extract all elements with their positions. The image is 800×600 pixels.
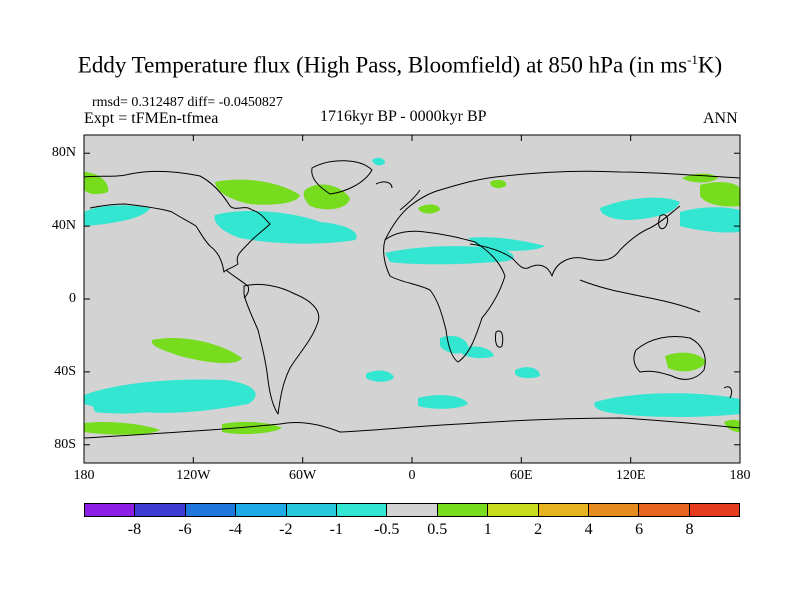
coastline-north-america bbox=[84, 171, 271, 273]
anomaly-region bbox=[385, 246, 514, 265]
anomaly-region bbox=[680, 207, 740, 233]
colorbar-cell bbox=[588, 504, 640, 516]
experiment-label: Expt = tFMEn-tfmea bbox=[84, 110, 219, 127]
coastline-south-asia bbox=[469, 205, 681, 277]
anomaly-fields bbox=[84, 157, 740, 439]
coastlines bbox=[84, 160, 740, 439]
coastline-japan bbox=[658, 214, 669, 230]
colorbar-label: 4 bbox=[584, 521, 593, 538]
anomaly-region bbox=[84, 205, 150, 226]
colorbar-label: -4 bbox=[228, 521, 243, 538]
stats-line: rmsd= 0.312487 diff= -0.0450827 bbox=[92, 95, 283, 110]
colorbar-cell bbox=[538, 504, 589, 516]
colorbar-label: -1 bbox=[329, 521, 343, 538]
colorbar-cell bbox=[236, 504, 287, 516]
colorbar-label: 8 bbox=[685, 521, 694, 538]
colorbar-label: 2 bbox=[534, 521, 543, 538]
y-tick-label: 0 bbox=[69, 291, 76, 306]
colorbar-cell bbox=[336, 504, 388, 516]
x-tick-label: 60W bbox=[289, 468, 317, 483]
anomaly-region bbox=[700, 182, 740, 207]
x-tick-label: 120E bbox=[615, 468, 646, 483]
anomaly-region bbox=[515, 367, 540, 379]
colorbar bbox=[84, 503, 740, 517]
anomaly-region bbox=[84, 421, 160, 435]
x-tick-label: 180 bbox=[73, 468, 95, 483]
colorbar-cell bbox=[85, 504, 136, 516]
y-tick-label: 40S bbox=[54, 363, 76, 379]
anomaly-region bbox=[594, 393, 740, 417]
period-label: 1716kyr BP - 0000kyr BP bbox=[320, 108, 487, 125]
coastline-iceland bbox=[375, 181, 393, 189]
anomaly-region bbox=[366, 370, 394, 382]
coastline-central-america bbox=[225, 269, 249, 299]
colorbar-cell bbox=[135, 504, 186, 516]
colorbar-label: 0.5 bbox=[427, 521, 448, 538]
axis-ticks bbox=[83, 135, 741, 463]
season-label: ANN bbox=[703, 110, 738, 127]
anomaly-region bbox=[215, 179, 300, 205]
coastline-australia bbox=[633, 336, 706, 380]
anomaly-region bbox=[600, 197, 680, 220]
colorbar-label: -6 bbox=[178, 521, 192, 538]
colorbar-label: -2 bbox=[279, 521, 293, 538]
colorbar-label: 1 bbox=[483, 521, 492, 538]
x-tick-label: 180 bbox=[729, 468, 751, 483]
anomaly-region bbox=[462, 346, 494, 359]
coastline-eurasia-north bbox=[384, 170, 740, 241]
anomaly-region bbox=[490, 179, 507, 189]
positive-anomaly-regions bbox=[84, 172, 740, 435]
anomaly-region bbox=[440, 335, 469, 354]
colorbar-label: -0.5 bbox=[374, 521, 400, 538]
x-tick-label: 0 bbox=[408, 468, 416, 483]
coastline-greenland bbox=[311, 160, 373, 195]
anomaly-region bbox=[372, 157, 385, 166]
colorbar-label: -8 bbox=[127, 521, 142, 538]
anomaly-region bbox=[90, 397, 168, 414]
y-tick-label: 80N bbox=[51, 145, 76, 161]
anomaly-region bbox=[724, 419, 740, 432]
y-tick-label: 40N bbox=[51, 218, 76, 234]
coastline-africa bbox=[383, 230, 506, 363]
anomaly-region bbox=[84, 172, 109, 195]
coastline-new-zealand bbox=[723, 386, 733, 399]
anomaly-region bbox=[303, 184, 350, 210]
x-tick-label: 120W bbox=[176, 468, 211, 483]
colorbar-label: 6 bbox=[635, 521, 644, 538]
chart-title: Eddy Temperature flux (High Pass, Bloomf… bbox=[77, 52, 723, 78]
negative-anomaly-regions bbox=[84, 157, 740, 417]
colorbar-cell bbox=[185, 504, 237, 516]
x-tick-label: 60E bbox=[510, 468, 533, 483]
colorbar-cell bbox=[286, 504, 337, 516]
coastline-south-america bbox=[243, 283, 320, 415]
colorbar-cell bbox=[639, 504, 690, 516]
colorbar-cell bbox=[689, 504, 740, 516]
anomaly-region bbox=[665, 352, 706, 372]
colorbar-cell bbox=[387, 504, 438, 516]
anomaly-region bbox=[151, 338, 242, 364]
anomaly-region bbox=[418, 395, 468, 409]
coastline-indonesia bbox=[579, 279, 701, 313]
coastline-madagascar bbox=[495, 330, 504, 348]
coastline-scandinavia bbox=[399, 189, 421, 211]
colorbar-cell bbox=[488, 504, 539, 516]
anomaly-region bbox=[418, 204, 440, 214]
coastline-antarctica bbox=[84, 417, 740, 439]
y-tick-label: 80S bbox=[54, 436, 76, 452]
colorbar-cell bbox=[437, 504, 489, 516]
anomaly-region bbox=[214, 211, 357, 244]
